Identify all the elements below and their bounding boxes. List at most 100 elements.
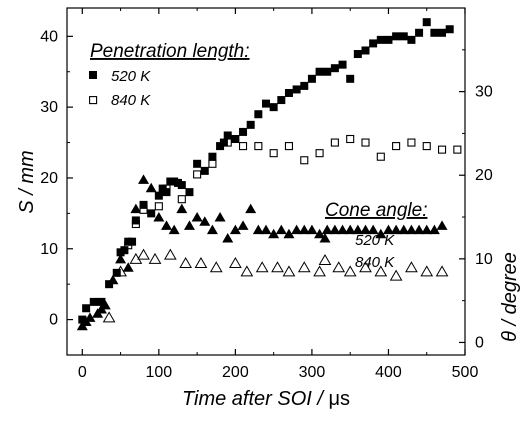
marker-open-triangle [435, 265, 449, 277]
marker-open-square [376, 152, 385, 161]
marker-open-triangle [389, 269, 403, 281]
marker-filled-triangle [275, 224, 287, 235]
marker-open-triangle [255, 261, 269, 273]
marker-filled-square [346, 74, 355, 83]
marker-filled-triangle [245, 203, 257, 214]
marker-open-triangle [240, 265, 254, 277]
marker-open-triangle [209, 261, 223, 273]
marker-filled-square [231, 135, 240, 144]
plot-frame [66, 7, 466, 356]
x-tick-label: 300 [299, 364, 326, 381]
marker-filled-triangle [268, 228, 280, 239]
marker-open-triangle [282, 265, 296, 277]
left-y-axis-title: S / mm [16, 150, 38, 213]
legend-520k-label: 520 K [111, 68, 151, 85]
marker-filled-square [300, 81, 309, 90]
marker-filled-square [292, 85, 301, 94]
marker-open-triangle [297, 261, 311, 273]
marker-filled-square [208, 152, 217, 161]
marker-filled-triangle [145, 182, 157, 193]
marker-filled-square [219, 138, 228, 147]
marker-filled-triangle [176, 203, 188, 214]
legend-520k-filled-square [89, 71, 97, 79]
marker-filled-triangle [161, 220, 172, 230]
x-tick-label: 100 [145, 364, 172, 381]
marker-filled-triangle [115, 253, 127, 264]
legend-penetration-title: Penetration length: [90, 41, 250, 62]
marker-open-triangle [313, 265, 326, 277]
marker-filled-square [82, 304, 91, 313]
marker-filled-square [284, 88, 293, 97]
marker-filled-triangle [214, 212, 226, 222]
marker-filled-square [254, 110, 263, 119]
marker-filled-triangle [329, 224, 341, 235]
marker-filled-square [139, 200, 148, 209]
marker-open-triangle [163, 248, 177, 260]
marker-open-square [269, 149, 278, 158]
marker-open-triangle [179, 257, 193, 269]
marker-filled-square [330, 64, 339, 73]
marker-filled-square [246, 120, 255, 129]
legend-840k-label: 840 K [111, 92, 151, 109]
marker-filled-triangle [405, 224, 417, 235]
marker-filled-triangle [206, 224, 218, 235]
marker-filled-triangle [122, 262, 134, 272]
right-y-tick-label: 30 [475, 84, 493, 101]
marker-open-square [422, 142, 431, 151]
right-y-tick-label: 0 [475, 334, 484, 351]
legend-840k-open-square [89, 96, 98, 105]
marker-filled-square [262, 99, 270, 108]
legend-cone-title: Cone angle: [325, 200, 427, 221]
marker-filled-square [384, 35, 393, 44]
marker-filled-triangle [252, 224, 264, 235]
marker-filled-triangle [84, 312, 96, 322]
marker-open-triangle [194, 257, 208, 269]
marker-filled-square [97, 297, 106, 306]
marker-filled-square [78, 315, 87, 324]
x-tick-label: 200 [222, 364, 249, 381]
marker-filled-square [239, 127, 248, 136]
marker-open-square [177, 195, 186, 204]
marker-filled-square [422, 18, 431, 27]
marker-open-square [453, 145, 462, 154]
marker-filled-triangle [428, 224, 440, 235]
marker-filled-triangle [138, 174, 150, 184]
marker-filled-triangle [260, 224, 272, 235]
marker-open-square [238, 142, 248, 151]
marker-filled-triangle [360, 224, 371, 235]
marker-open-triangle [343, 265, 357, 277]
left-y-tick-label: 0 [49, 312, 58, 329]
marker-filled-square [154, 191, 163, 200]
marker-filled-square [369, 39, 378, 48]
left-y-tick-label: 30 [40, 99, 58, 116]
marker-filled-square [269, 103, 278, 112]
x-tick-label: 500 [452, 364, 479, 381]
marker-filled-square [361, 46, 370, 55]
marker-open-triangle [405, 261, 418, 273]
marker-filled-triangle [298, 224, 310, 235]
marker-filled-triangle [398, 224, 410, 235]
marker-open-square [284, 142, 294, 151]
marker-filled-square [177, 181, 186, 190]
data-marks-layer [76, 18, 462, 331]
marker-filled-square [338, 60, 347, 69]
marker-filled-triangle [199, 216, 211, 226]
marker-filled-triangle [375, 228, 387, 239]
marker-open-square [361, 138, 370, 147]
legend-840k-open-triangle [318, 254, 332, 265]
marker-open-triangle [102, 311, 116, 323]
marker-filled-square [353, 50, 362, 59]
x-tick-label: 400 [375, 364, 402, 381]
marker-open-square [208, 159, 217, 168]
marker-open-triangle [137, 248, 150, 260]
legend-cone-840k-label: 840 K [355, 254, 395, 271]
marker-open-square [392, 142, 401, 151]
marker-open-square [407, 138, 416, 147]
legend-cone-520k-label: 520 K [355, 232, 395, 249]
marker-filled-triangle [390, 224, 402, 235]
left-y-tick-label: 40 [40, 28, 58, 45]
marker-filled-triangle [191, 212, 203, 222]
legend-520k-filled-triangle [319, 233, 331, 243]
marker-open-triangle [229, 257, 242, 269]
